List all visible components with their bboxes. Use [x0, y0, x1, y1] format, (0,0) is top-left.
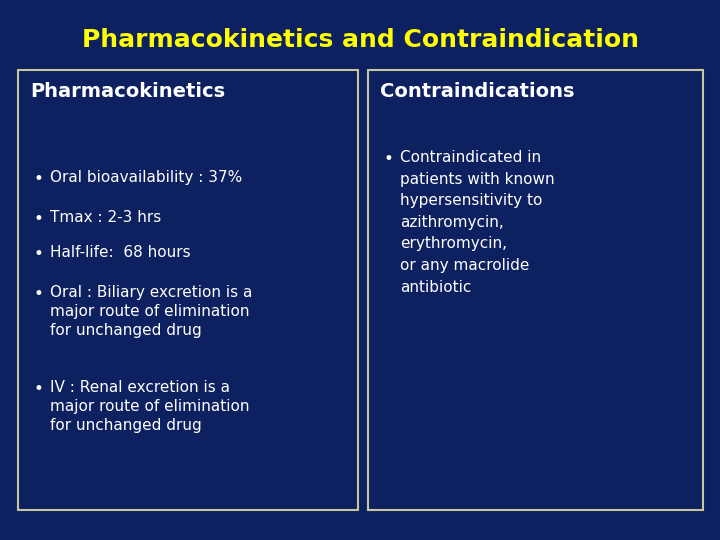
Text: •: • [33, 285, 43, 303]
Text: •: • [33, 380, 43, 398]
Text: Pharmacokinetics and Contraindication: Pharmacokinetics and Contraindication [81, 28, 639, 52]
Text: •: • [33, 245, 43, 263]
Text: Contraindicated in
patients with known
hypersensitivity to
azithromycin,
erythro: Contraindicated in patients with known h… [400, 150, 554, 295]
Text: •: • [383, 150, 393, 168]
FancyBboxPatch shape [18, 70, 358, 510]
Text: Pharmacokinetics: Pharmacokinetics [30, 82, 225, 101]
FancyBboxPatch shape [368, 70, 703, 510]
Text: Half-life:  68 hours: Half-life: 68 hours [50, 245, 191, 260]
Text: •: • [33, 170, 43, 188]
Text: Oral : Biliary excretion is a
major route of elimination
for unchanged drug: Oral : Biliary excretion is a major rout… [50, 285, 253, 339]
Text: Tmax : 2-3 hrs: Tmax : 2-3 hrs [50, 210, 161, 225]
Text: Oral bioavailability : 37%: Oral bioavailability : 37% [50, 170, 242, 185]
Text: •: • [33, 210, 43, 228]
Text: IV : Renal excretion is a
major route of elimination
for unchanged drug: IV : Renal excretion is a major route of… [50, 380, 250, 434]
Text: Contraindications: Contraindications [380, 82, 575, 101]
